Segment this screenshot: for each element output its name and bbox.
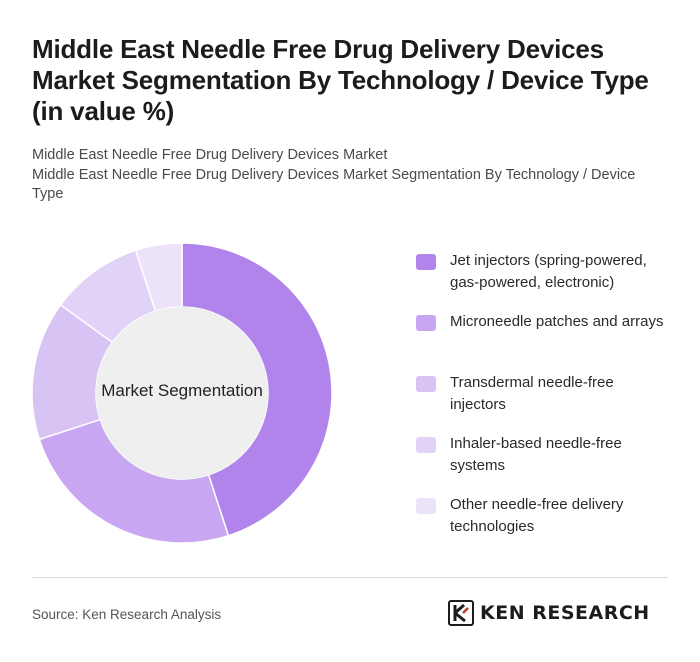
- legend-item: Microneedle patches and arrays: [416, 311, 676, 333]
- legend-label: Inhaler-based needle-free systems: [450, 435, 622, 474]
- subtitle-line-1: Middle East Needle Free Drug Delivery De…: [32, 147, 388, 163]
- ken-research-logo-text: KEN RESEARCH: [480, 602, 650, 624]
- legend-item: Other needle-free delivery technologies: [416, 494, 676, 538]
- chart-subtitle: Middle East Needle Free Drug Delivery De…: [32, 146, 652, 205]
- legend-label: Microneedle patches and arrays: [450, 313, 664, 330]
- legend-swatch: [416, 315, 436, 331]
- legend-swatch: [416, 254, 436, 270]
- source-note: Source: Ken Research Analysis: [32, 607, 222, 622]
- chart-title: Middle East Needle Free Drug Delivery De…: [32, 34, 649, 126]
- legend-label: Other needle-free delivery technologies: [450, 496, 624, 535]
- donut-hole: [96, 307, 268, 479]
- legend-swatch: [416, 376, 436, 392]
- legend-label: Jet injectors (spring-powered, gas-power…: [450, 252, 647, 291]
- footer-divider: [32, 577, 668, 578]
- subtitle-line-2: Middle East Needle Free Drug Delivery De…: [32, 166, 636, 203]
- legend-label: Transdermal needle-free injectors: [450, 374, 614, 413]
- donut-center-label: Market Segmentation: [101, 381, 263, 400]
- ken-research-logo-icon: [448, 600, 474, 626]
- legend-item: Transdermal needle-free injectors: [416, 372, 676, 416]
- ken-research-logo: KEN RESEARCH: [448, 600, 650, 626]
- legend-item: Inhaler-based needle-free systems: [416, 433, 676, 477]
- legend-swatch: [416, 437, 436, 453]
- legend-item: Jet injectors (spring-powered, gas-power…: [416, 250, 676, 294]
- donut-chart: [31, 242, 333, 544]
- legend-swatch: [416, 498, 436, 514]
